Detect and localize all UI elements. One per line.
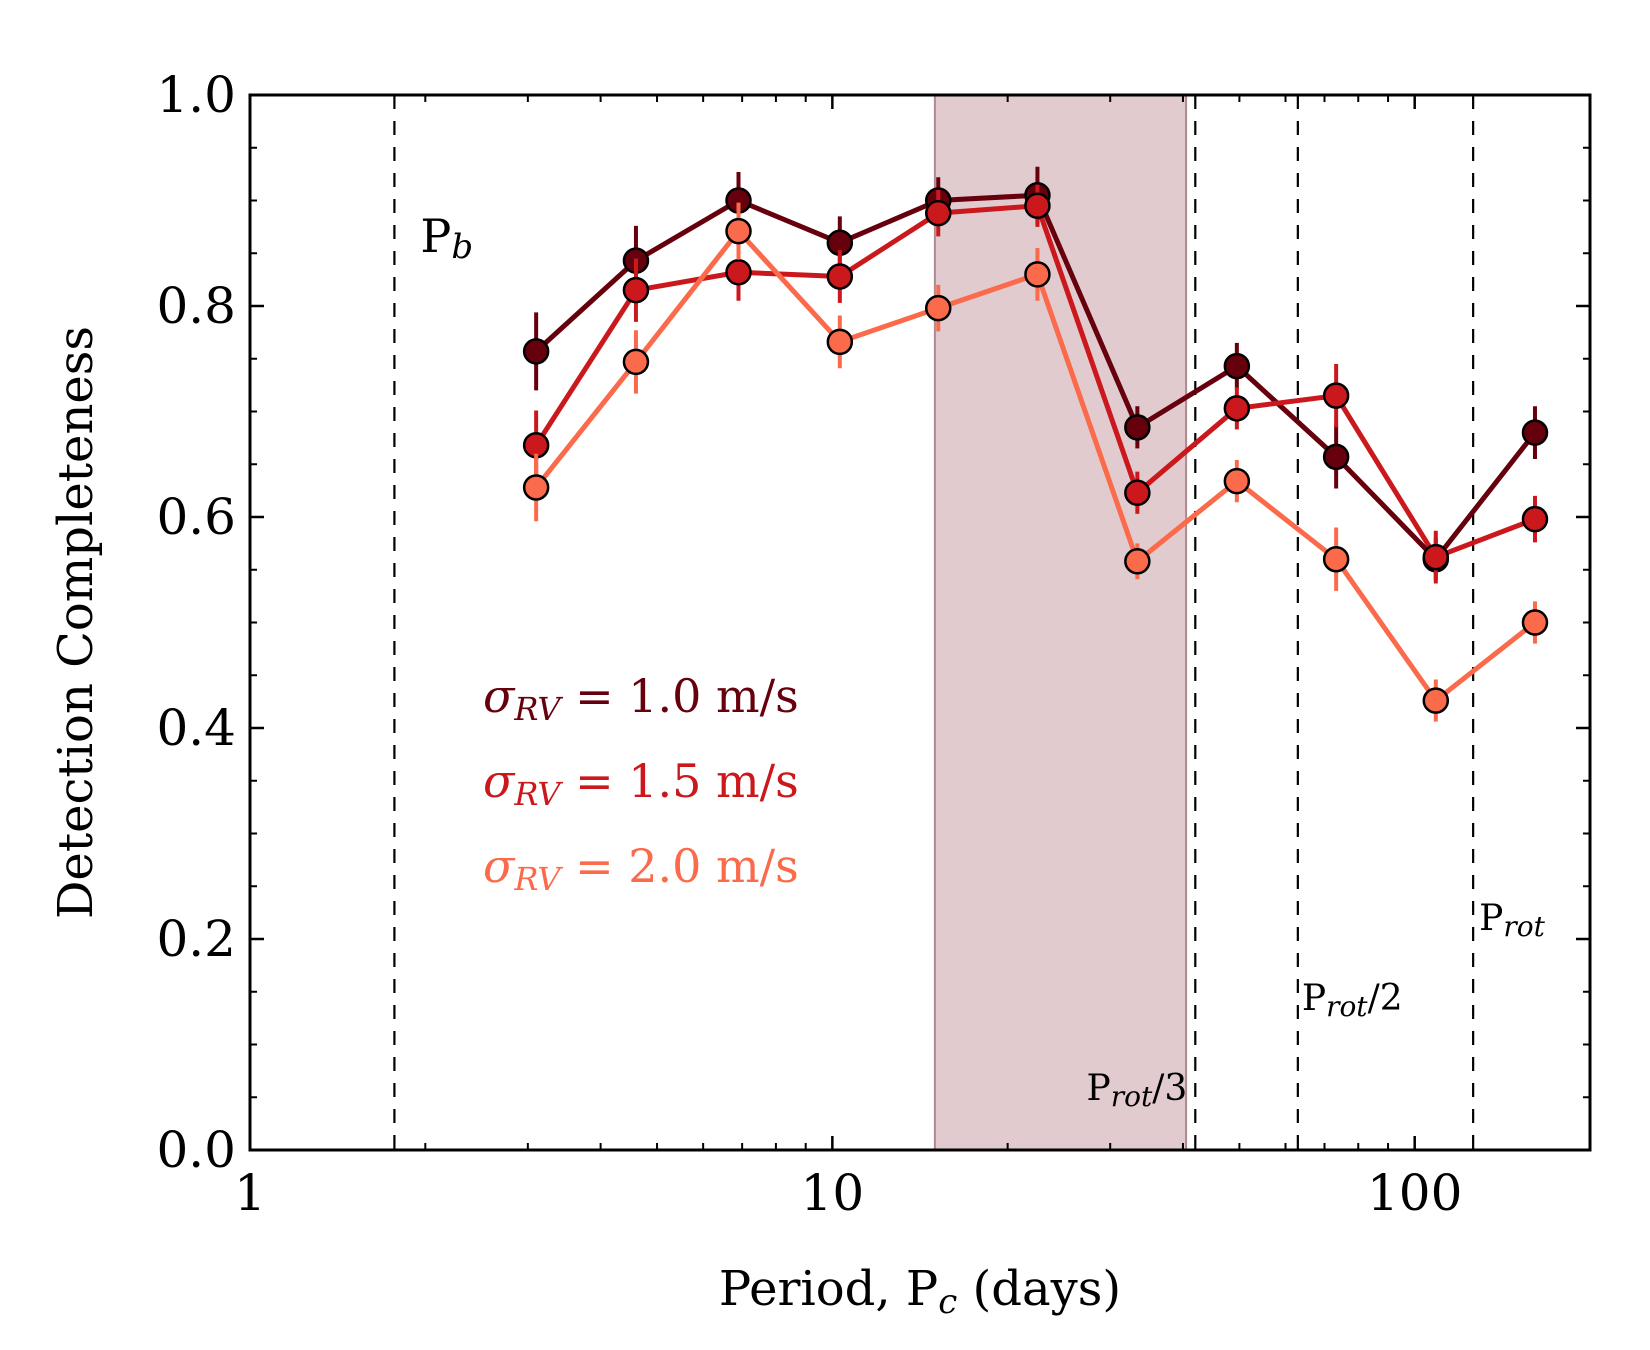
legend-entry-0: σRV = 1.0 m/s	[483, 669, 799, 728]
reference-line-label-0: Pb	[420, 209, 473, 267]
x-axis-label-suffix: (days)	[957, 1261, 1121, 1317]
reference-line-label-3: Prot	[1479, 898, 1545, 943]
data-point	[1521, 419, 1549, 446]
y-tick-label: 0.6	[156, 488, 236, 546]
reference-line-label-sub: rot	[1111, 1080, 1153, 1113]
data-point	[725, 217, 752, 245]
data-point	[1322, 545, 1350, 573]
legend-symbol: σ	[483, 839, 516, 893]
reference-line-label-sub: b	[451, 227, 473, 267]
data-point	[1223, 395, 1251, 422]
y-tick-label: 0.8	[156, 277, 236, 335]
data-point	[826, 263, 854, 290]
data-point	[1124, 548, 1151, 575]
data-point	[924, 199, 952, 227]
legend-sub: RV	[513, 690, 563, 728]
data-point	[1322, 443, 1350, 471]
data-point	[522, 432, 550, 459]
legend-text: = 2.0 m/s	[560, 839, 798, 893]
y-tick-label: 1.0	[156, 66, 236, 124]
data-point	[1422, 687, 1450, 714]
legend-text: = 1.5 m/s	[560, 754, 798, 808]
data-point	[522, 338, 550, 365]
reference-line-label-main: P	[1087, 1068, 1111, 1109]
data-point	[1024, 261, 1051, 288]
legend-sub: RV	[513, 860, 563, 898]
series-2	[522, 202, 1549, 722]
y-axis-label: Detection Completeness	[48, 326, 104, 919]
data-point	[1124, 479, 1151, 506]
legend-symbol: σ	[483, 669, 516, 723]
series-layer	[522, 166, 1549, 722]
reference-line-label-1: Prot/3	[1087, 1068, 1188, 1113]
data-point	[622, 348, 650, 376]
data-point	[725, 258, 752, 286]
data-point	[924, 294, 952, 322]
x-tick-label: 1	[234, 1164, 266, 1222]
legend-text: = 1.0 m/s	[560, 669, 798, 723]
data-point	[1322, 382, 1350, 409]
legend-entry-1: σRV = 1.5 m/s	[483, 754, 799, 813]
legend-symbol: σ	[483, 754, 516, 808]
data-point	[1024, 192, 1051, 220]
x-axis-label-sub: c	[938, 1282, 957, 1322]
plot-frame	[248, 93, 1592, 1152]
reference-line-label-main: P	[420, 209, 451, 263]
reference-line-label-main: P	[1302, 978, 1326, 1019]
reference-line-label-sub: rot	[1503, 910, 1545, 943]
data-point	[1422, 543, 1450, 571]
y-tick-label: 0.0	[156, 1121, 236, 1179]
x-axis-label: Period, Pc (days)	[719, 1261, 1121, 1322]
legend-sub: RV	[513, 775, 563, 813]
legend-entry-2: σRV = 2.0 m/s	[483, 839, 799, 898]
data-point	[826, 328, 854, 356]
reference-line-label-sub: rot	[1326, 990, 1368, 1023]
x-axis-label-prefix: Period, P	[719, 1261, 938, 1317]
data-point	[1223, 467, 1251, 495]
y-tick-label: 0.4	[156, 699, 236, 757]
data-point	[1521, 609, 1549, 636]
data-point	[622, 276, 650, 304]
reference-line-label-suffix: /3	[1152, 1068, 1187, 1109]
series-1	[522, 184, 1549, 584]
data-point	[1124, 414, 1151, 441]
reference-line-label-suffix: /2	[1368, 978, 1403, 1019]
y-tick-label: 0.2	[156, 910, 236, 968]
ticks-layer: 0.0 0.2 0.4 0.6 0.8 1.0 1 10 100	[156, 66, 1591, 1222]
x-tick-label: 100	[1367, 1164, 1462, 1222]
data-point	[522, 474, 550, 501]
x-tick-label: 10	[801, 1164, 865, 1222]
data-point	[1521, 505, 1549, 533]
reference-line-label-2: Prot/2	[1302, 978, 1403, 1023]
data-point	[1223, 352, 1251, 380]
reference-line-label-main: P	[1479, 898, 1503, 939]
